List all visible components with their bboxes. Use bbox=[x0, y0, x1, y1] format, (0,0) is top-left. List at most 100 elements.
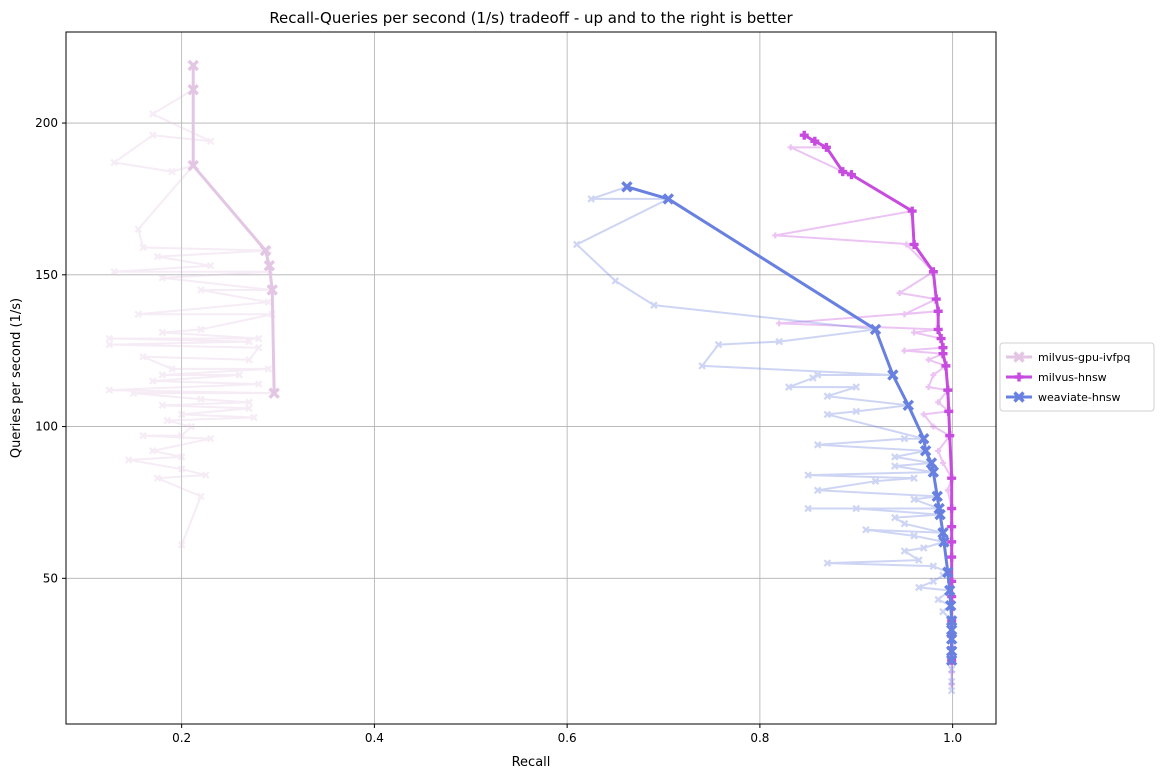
weaviate-hnsw-raw-point bbox=[900, 434, 909, 443]
weaviate-hnsw-point bbox=[945, 624, 958, 636]
weaviate-hnsw-raw-point bbox=[910, 532, 918, 540]
weaviate-hnsw-point bbox=[927, 466, 940, 478]
y-tick-label: 200 bbox=[35, 116, 58, 130]
legend-label: weaviate-hnsw bbox=[1038, 391, 1121, 404]
milvus-hnsw-point bbox=[909, 239, 919, 249]
milvus-hnsw-point bbox=[947, 537, 957, 547]
weaviate-hnsw-raw-point bbox=[813, 440, 822, 449]
chart-title: Recall-Queries per second (1/s) tradeoff… bbox=[269, 9, 793, 27]
milvus-gpu-ivfpq-raw-point bbox=[153, 474, 162, 482]
milvus-gpu-ivfpq-raw-point bbox=[158, 371, 167, 379]
milvus-gpu-ivfpq-raw-point bbox=[105, 340, 114, 349]
x-tick-label: 1.0 bbox=[943, 731, 962, 745]
milvus-gpu-ivfpq-raw-point bbox=[105, 386, 114, 394]
milvus-gpu-ivfpq-raw-point bbox=[158, 401, 167, 410]
y-tick-label: 100 bbox=[35, 420, 58, 434]
milvus-hnsw-raw-point bbox=[920, 411, 927, 418]
milvus-gpu-ivfpq-raw-point bbox=[206, 261, 215, 270]
weaviate-hnsw-point bbox=[918, 433, 930, 445]
milvus-hnsw-point bbox=[943, 385, 953, 395]
weaviate-hnsw-raw-point bbox=[804, 504, 812, 513]
milvus-hnsw-raw-point bbox=[948, 681, 955, 688]
weaviate-hnsw-raw-point bbox=[900, 547, 909, 555]
weaviate-hnsw-raw-point bbox=[852, 407, 861, 416]
milvus-hnsw-point bbox=[799, 130, 809, 140]
weaviate-hnsw-raw-point bbox=[852, 383, 861, 391]
milvus-hnsw-point bbox=[947, 473, 957, 483]
milvus-hnsw-point bbox=[936, 334, 946, 344]
y-axis-label: Queries per second (1/s) bbox=[9, 298, 24, 458]
weaviate-hnsw-point bbox=[931, 490, 943, 503]
milvus-gpu-ivfpq-pareto-series bbox=[187, 59, 280, 399]
milvus-hnsw-raw-point bbox=[948, 669, 955, 676]
weaviate-hnsw-raw-point bbox=[934, 595, 942, 604]
milvus-gpu-ivfpq-raw-point bbox=[139, 243, 147, 252]
milvus-hnsw-point bbox=[945, 431, 955, 441]
milvus-gpu-ivfpq-raw-point bbox=[250, 413, 258, 422]
milvus-gpu-ivfpq-raw-point bbox=[245, 404, 253, 413]
milvus-hnsw-raw-point bbox=[903, 241, 910, 248]
milvus-gpu-ivfpq-raw-point bbox=[235, 371, 244, 379]
milvus-hnsw-point bbox=[931, 294, 941, 304]
weaviate-hnsw-raw-point bbox=[823, 410, 832, 419]
milvus-hnsw-raw-point bbox=[772, 232, 779, 239]
milvus-gpu-ivfpq-raw-point bbox=[168, 167, 176, 176]
legend-label: milvus-hnsw bbox=[1038, 371, 1107, 384]
weaviate-hnsw-pareto-series bbox=[621, 181, 958, 666]
milvus-gpu-ivfpq-point bbox=[266, 284, 278, 296]
milvus-gpu-ivfpq-raw-point bbox=[105, 334, 114, 343]
milvus-hnsw-raw-point bbox=[911, 329, 918, 336]
weaviate-hnsw-point bbox=[902, 399, 914, 412]
milvus-hnsw-raw-point bbox=[930, 371, 937, 378]
weaviate-hnsw-raw-point bbox=[813, 371, 822, 379]
x-axis-ticks: 0.2 0.4 0.6 0.8 1.0 bbox=[172, 724, 962, 745]
milvus-gpu-ivfpq-raw-point bbox=[139, 431, 147, 440]
milvus-gpu-ivfpq-raw-point bbox=[129, 389, 138, 397]
milvus-gpu-ivfpq-point bbox=[263, 260, 276, 272]
milvus-hnsw-raw-point bbox=[925, 356, 932, 363]
milvus-gpu-ivfpq-raw-point bbox=[177, 431, 186, 440]
milvus-gpu-ivfpq-raw-point bbox=[177, 453, 186, 461]
milvus-gpu-ivfpq-raw-point bbox=[254, 343, 263, 352]
weaviate-hnsw-raw-point bbox=[900, 519, 909, 528]
weaviate-hnsw-raw-point bbox=[804, 471, 812, 479]
weaviate-hnsw-point bbox=[944, 584, 956, 597]
weaviate-hnsw-raw-point bbox=[891, 453, 899, 461]
y-tick-label: 150 bbox=[35, 268, 58, 282]
pareto-series-layer bbox=[187, 59, 958, 666]
milvus-gpu-ivfpq-point bbox=[187, 59, 199, 72]
weaviate-hnsw-point bbox=[942, 566, 954, 578]
milvus-gpu-ivfpq-raw-point bbox=[139, 352, 147, 361]
milvus-hnsw-raw-point bbox=[776, 320, 783, 327]
milvus-gpu-ivfpq-raw-point bbox=[163, 416, 171, 425]
legend-marker bbox=[1013, 391, 1025, 403]
x-tick-label: 0.6 bbox=[558, 731, 577, 745]
milvus-hnsw-point bbox=[821, 142, 831, 152]
milvus-gpu-ivfpq-raw-point bbox=[148, 447, 157, 455]
weaviate-hnsw-pareto-line bbox=[626, 185, 954, 661]
milvus-hnsw-point bbox=[933, 306, 943, 316]
milvus-gpu-ivfpq-raw-point bbox=[177, 410, 186, 419]
milvus-gpu-ivfpq-raw-point bbox=[148, 131, 157, 139]
weaviate-hnsw-raw-point bbox=[698, 362, 706, 370]
milvus-hnsw-point bbox=[846, 170, 856, 180]
milvus-gpu-ivfpq-raw-point bbox=[124, 456, 133, 464]
weaviate-hnsw-raw-point bbox=[852, 504, 861, 513]
weaviate-hnsw-point bbox=[887, 369, 899, 381]
weaviate-hnsw-raw-point bbox=[939, 607, 947, 616]
milvus-gpu-ivfpq-raw-point bbox=[197, 286, 205, 294]
milvus-hnsw-raw-point bbox=[935, 447, 942, 454]
weaviate-hnsw-point bbox=[662, 193, 675, 205]
milvus-gpu-ivfpq-point bbox=[187, 83, 199, 96]
x-axis-label: Recall bbox=[512, 755, 551, 770]
x-tick-label: 0.2 bbox=[172, 731, 191, 745]
legend-item-milvus-hnsw: milvus-hnsw bbox=[1006, 371, 1107, 384]
milvus-hnsw-point bbox=[947, 592, 957, 602]
milvus-gpu-ivfpq-raw-point bbox=[206, 434, 215, 443]
milvus-hnsw-point bbox=[938, 343, 948, 353]
milvus-gpu-ivfpq-raw-point bbox=[245, 355, 253, 364]
x-tick-label: 0.8 bbox=[750, 731, 769, 745]
milvus-gpu-ivfpq-raw-point bbox=[206, 137, 215, 146]
weaviate-hnsw-raw-point bbox=[919, 544, 928, 552]
